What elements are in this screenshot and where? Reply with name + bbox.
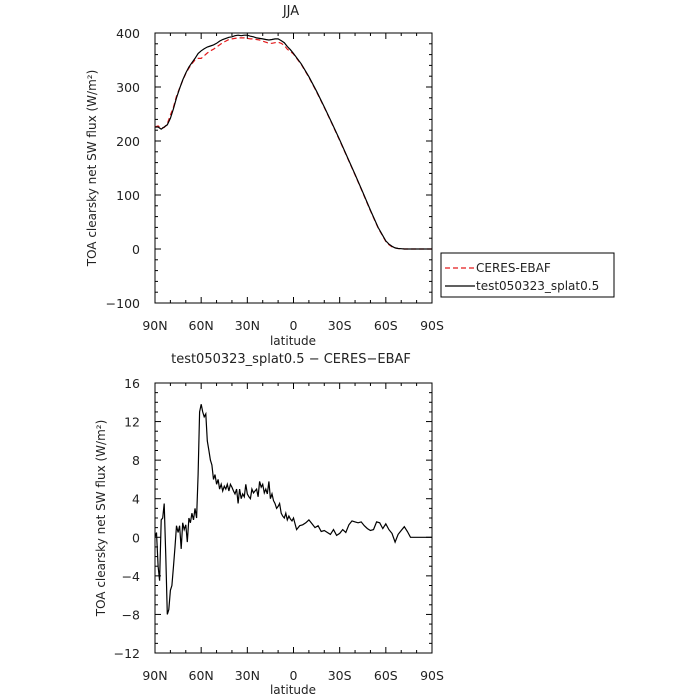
legend-label-ceres-ebaf: CERES-EBAF <box>476 261 551 275</box>
plot-frame <box>154 32 433 304</box>
series-lines <box>154 34 432 250</box>
x-tick-label: 30N <box>235 668 260 683</box>
x-tick-label: 0 <box>290 668 298 683</box>
x-tick-label: 90N <box>142 318 167 333</box>
y-tick-label: −4 <box>122 569 140 584</box>
legend: CERES-EBAF test050323_splat0.5 <box>440 252 615 298</box>
y-tick-label: −12 <box>114 646 140 661</box>
x-tick-label: 90S <box>420 668 444 683</box>
series-line-1 <box>154 404 432 615</box>
x-tick-label: 60S <box>374 668 398 683</box>
panel-bottom: test050323_splat0.5 − CERES−EBAF 90N 60N 3… <box>94 352 444 697</box>
y-tick-label: 300 <box>116 80 140 95</box>
panel-top: JJA 90N 60N 30N 0 30S 60S 90S −100 0 100 200 300 400… <box>85 4 615 348</box>
axis-ticks: 90N 60N 30N 0 30S 60S 90S −100 0 100 200 300 400 <box>106 26 444 333</box>
series-line-2 <box>155 34 432 250</box>
x-tick-label: 90S <box>420 318 444 333</box>
y-tick-label: 16 <box>124 376 140 391</box>
series-lines <box>154 404 432 615</box>
y-axis-label: TOA clearsky net SW flux (W/m²) <box>85 70 99 268</box>
chart-title: test050323_splat0.5 − CERES−EBAF <box>171 352 411 367</box>
y-tick-label: 8 <box>132 453 140 468</box>
legend-box <box>440 252 615 298</box>
y-tick-label: −100 <box>106 296 140 311</box>
x-tick-label: 30S <box>328 318 352 333</box>
x-tick-label: 30N <box>235 318 260 333</box>
x-axis-label: latitude <box>270 683 316 697</box>
y-tick-label: 0 <box>132 242 140 257</box>
chart-title: JJA <box>282 4 299 19</box>
y-tick-label: 200 <box>116 134 140 149</box>
y-tick-label: 12 <box>124 415 140 430</box>
y-tick-label: −8 <box>122 607 140 622</box>
y-axis-label: TOA clearsky net SW flux (W/m²) <box>94 420 108 618</box>
x-tick-label: 30S <box>328 668 352 683</box>
x-tick-label: 0 <box>290 318 298 333</box>
x-axis-label: latitude <box>270 334 316 348</box>
y-tick-label: 100 <box>116 188 140 203</box>
x-tick-label: 60N <box>189 668 214 683</box>
legend-label-test050323-splat0-5: test050323_splat0.5 <box>476 279 599 293</box>
y-tick-label: 400 <box>116 26 140 41</box>
y-tick-label: 4 <box>132 492 140 507</box>
y-tick-label: 0 <box>132 530 140 545</box>
x-tick-label: 60S <box>374 318 398 333</box>
x-tick-label: 90N <box>142 668 167 683</box>
axis-ticks: 90N 60N 30N 0 30S 60S 90S −12 −8 −4 0 4 8 12 16 <box>114 376 444 683</box>
series-line-1 <box>154 37 432 250</box>
x-tick-label: 60N <box>189 318 214 333</box>
